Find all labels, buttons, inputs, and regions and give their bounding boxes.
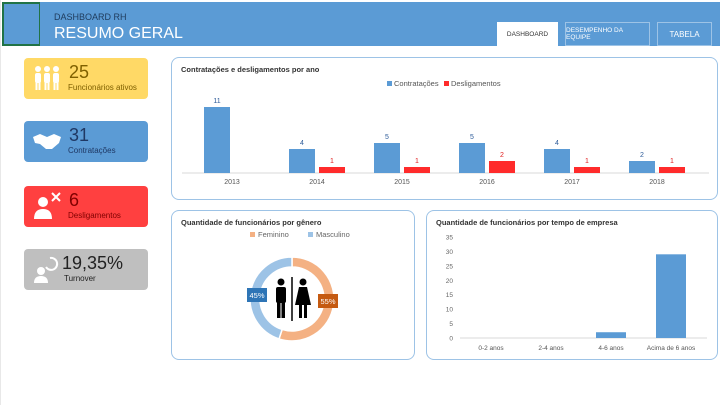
y-tick-label: 20 (446, 278, 454, 285)
x-tick-label: 4-6 anos (598, 345, 624, 352)
slice-masculino (249, 256, 293, 340)
data-label: 4 (555, 140, 559, 147)
data-label: 1 (415, 158, 419, 165)
data-label: 4 (300, 140, 304, 147)
card-label: Desligamentos (68, 211, 121, 220)
bar-desligamentos (574, 167, 600, 173)
card-value: 19,35% (62, 253, 124, 273)
y-tick-label: 35 (446, 235, 454, 242)
tab-tabela[interactable]: TABELA (657, 22, 712, 46)
man-body (276, 287, 286, 303)
fired-person-icon (34, 192, 61, 219)
label-box-feminino (318, 294, 338, 308)
card-label: Funcionários ativos (68, 83, 137, 92)
x-tick-label: Acima de 6 anos (647, 345, 696, 352)
data-label: 1 (585, 158, 589, 165)
chart-title: Contratações e desligamentos por ano (181, 65, 320, 74)
data-label: 11 (213, 98, 220, 105)
x-tick-label: 2013 (224, 179, 240, 186)
header-bar (40, 2, 720, 46)
handshake-icon (33, 134, 61, 149)
data-label: 5 (385, 134, 389, 141)
people-icon (35, 66, 59, 90)
bar-contratações (544, 149, 570, 173)
bar (596, 332, 626, 338)
x-tick-label: 2-4 anos (538, 345, 564, 352)
card-funcionarios-ativos: 25 Funcionários ativos (24, 58, 148, 99)
legend-label: Contratações (394, 79, 439, 88)
data-label: 1 (670, 158, 674, 165)
bar-contratações (289, 149, 315, 173)
bar (656, 254, 686, 338)
x-tick-label: 2017 (564, 179, 580, 186)
man-leg (281, 302, 285, 318)
card-turnover: 19,35% Turnover (24, 249, 148, 290)
chart-genero: Quantidade de funcionários por gênero Fe… (171, 210, 415, 360)
card-value: 6 (69, 190, 80, 210)
chart-contratacoes-desligamentos: Contratações e desligamentos por ano Con… (171, 57, 718, 200)
data-label: 2 (640, 152, 644, 159)
card-label: Contratações (68, 146, 116, 155)
legend-swatch (387, 81, 392, 86)
data-label: 55% (320, 297, 335, 306)
card-contratacoes: 31 Contratações (24, 121, 148, 162)
bar-desligamentos (659, 167, 685, 173)
legend-label: Desligamentos (451, 79, 501, 88)
y-tick-label: 15 (446, 292, 454, 299)
y-tick-label: 0 (449, 336, 453, 343)
bar-desligamentos (319, 167, 345, 173)
turnover-icon (34, 256, 59, 283)
legend-swatch (308, 232, 313, 237)
bar-contratações (629, 161, 655, 173)
bar-contratações (374, 143, 400, 173)
data-label: 45% (249, 291, 264, 300)
x-tick-label: 0-2 anos (478, 345, 504, 352)
header-subtitle: DASHBOARD RH (54, 12, 127, 22)
y-tick-label: 10 (446, 307, 454, 314)
tab-dashboard[interactable]: DASHBOARD (497, 22, 558, 46)
man-leg (277, 302, 281, 318)
card-value: 31 (69, 125, 90, 145)
bar-desligamentos (489, 161, 515, 173)
legend-swatch (444, 81, 449, 86)
bar-desligamentos (404, 167, 430, 173)
y-tick-label: 25 (446, 263, 454, 270)
page-title: RESUMO GERAL (54, 25, 183, 42)
legend-label: Feminino (258, 230, 289, 239)
restroom-icon (276, 278, 311, 318)
data-label: 2 (500, 152, 504, 159)
woman-leg (299, 304, 302, 318)
chart-title: Quantidade de funcionários por tempo de … (436, 218, 618, 227)
legend-swatch (250, 232, 255, 237)
y-tick-label: 5 (449, 321, 453, 328)
x-tick-label: 2018 (649, 179, 665, 186)
chart-tempo-empresa: Quantidade de funcionários por tempo de … (426, 210, 718, 360)
selected-cell[interactable] (2, 2, 41, 46)
woman-head (299, 278, 307, 286)
bar-contratações (204, 107, 230, 173)
legend-label: Masculino (316, 230, 350, 239)
x-tick-label: 2016 (479, 179, 495, 186)
man-head (277, 278, 285, 286)
x-tick-label: 2015 (394, 179, 410, 186)
tab-desempenho-da-equipe[interactable]: DESEMPENHO DA EQUIPE (565, 22, 650, 46)
x-tick-label: 2014 (309, 179, 325, 186)
woman-body (295, 287, 311, 305)
card-value: 25 (69, 62, 90, 82)
woman-leg (304, 304, 307, 318)
label-box-masculino (247, 288, 267, 302)
card-label: Turnover (64, 274, 96, 283)
chart-title: Quantidade de funcionários por gênero (181, 218, 322, 227)
card-desligamentos: 6 Desligamentos (24, 186, 148, 227)
data-label: 5 (470, 134, 474, 141)
bar-contratações (459, 143, 485, 173)
data-label: 1 (330, 158, 334, 165)
y-tick-label: 30 (446, 249, 454, 256)
